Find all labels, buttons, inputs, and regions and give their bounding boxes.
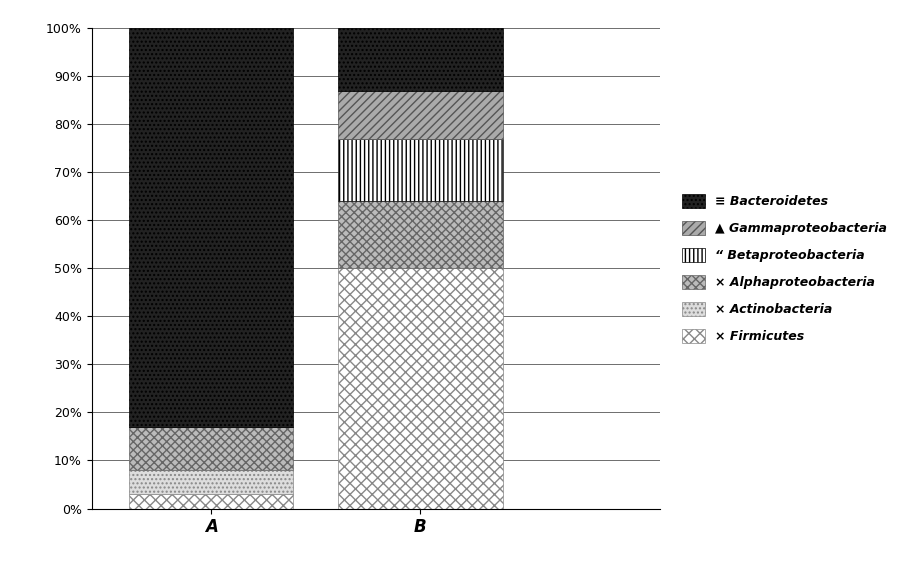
Bar bbox=[338, 28, 503, 90]
Bar bbox=[338, 268, 503, 508]
Bar bbox=[129, 427, 293, 470]
Bar bbox=[129, 28, 293, 427]
Bar bbox=[338, 138, 503, 201]
Bar bbox=[338, 90, 503, 138]
Bar bbox=[129, 470, 293, 494]
Bar bbox=[338, 201, 503, 268]
Legend: ≡ Bacteroidetes, ▲ Gammaproteobacteria, “ Betaproteobacteria, × Alphaproteobacte: ≡ Bacteroidetes, ▲ Gammaproteobacteria, … bbox=[677, 189, 891, 348]
Bar bbox=[129, 494, 293, 508]
